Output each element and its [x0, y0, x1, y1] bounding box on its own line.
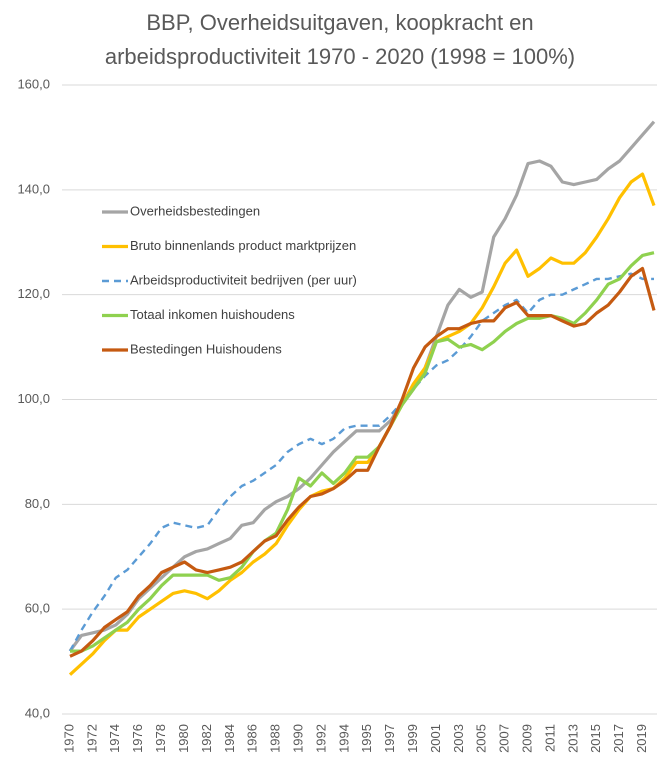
x-tick-label: 1982 [199, 724, 214, 753]
x-tick-label: 1999 [405, 724, 420, 753]
x-tick-label: 2019 [634, 724, 649, 753]
y-tick-label: 140,0 [17, 181, 50, 196]
legend-label: Bruto binnenlands product marktprijzen [130, 238, 356, 253]
x-tick-label: 2009 [519, 724, 534, 753]
series-line [68, 120, 656, 653]
x-tick-label: 1978 [153, 724, 168, 753]
y-tick-label: 160,0 [17, 76, 50, 91]
y-tick-label: 120,0 [17, 286, 50, 301]
x-tick-label: 2005 [474, 724, 489, 753]
chart-title: arbeidsproductiviteit 1970 - 2020 (1998 … [105, 44, 575, 69]
x-tick-label: 2011 [542, 724, 557, 752]
legend-label: Arbeidsproductiviteit bedrijven (per uur… [130, 272, 357, 287]
x-tick-label: 1988 [268, 724, 283, 753]
x-tick-label: 2013 [565, 724, 580, 753]
x-tick-label: 1972 [84, 724, 99, 753]
y-tick-label: 40,0 [25, 705, 50, 720]
x-tick-label: 1974 [107, 724, 122, 753]
x-tick-label: 1970 [61, 724, 76, 753]
x-tick-label: 2003 [451, 724, 466, 753]
x-tick-label: 1994 [336, 724, 351, 753]
x-tick-label: 1997 [382, 724, 397, 753]
y-tick-label: 60,0 [25, 601, 50, 616]
x-tick-label: 1992 [313, 724, 328, 753]
x-tick-label: 1990 [290, 724, 305, 753]
series-line [68, 272, 654, 652]
y-tick-label: 80,0 [25, 496, 50, 511]
x-tick-label: 1995 [359, 724, 374, 753]
x-tick-label: 2007 [497, 724, 512, 753]
x-tick-label: 2001 [428, 724, 443, 753]
series-line [69, 266, 656, 658]
x-tick-label: 1976 [130, 724, 145, 753]
legend-label: Totaal inkomen huishoudens [130, 307, 295, 322]
chart-title: BBP, Overheidsuitgaven, koopkracht en [146, 10, 533, 35]
x-tick-label: 1986 [245, 724, 260, 753]
y-tick-label: 100,0 [17, 391, 50, 406]
series-line [68, 172, 656, 676]
legend-label: Overheidsbestedingen [130, 203, 260, 218]
x-tick-label: 2015 [588, 724, 603, 753]
legend-label: Bestedingen Huishoudens [130, 341, 282, 356]
x-tick-label: 2017 [611, 724, 626, 753]
x-tick-label: 1984 [222, 724, 237, 753]
x-tick-label: 1980 [176, 724, 191, 753]
